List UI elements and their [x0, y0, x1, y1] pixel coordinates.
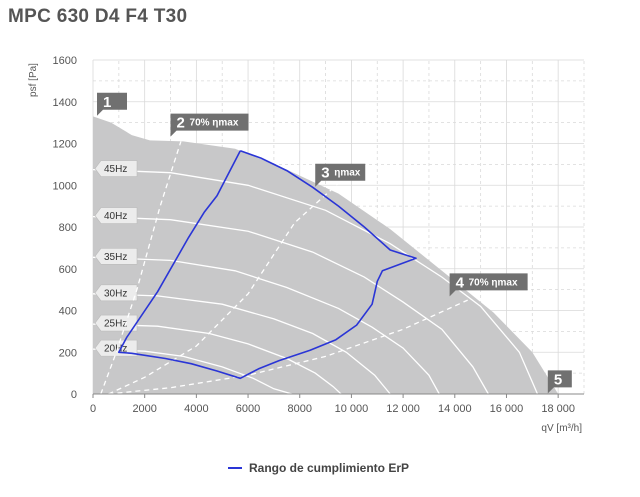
- marker-number: 3: [321, 165, 329, 182]
- x-tick-label: 0: [90, 403, 96, 415]
- speed-label-30hz: 30Hz: [94, 284, 138, 302]
- x-tick-label: 4000: [184, 403, 208, 415]
- speed-curve-20hz: [92, 348, 293, 395]
- x-tick-label: 12 000: [386, 403, 420, 415]
- speed-curve-45hz: [92, 168, 539, 395]
- speed-label-text: 40Hz: [104, 211, 127, 222]
- speed-curves-layer: 45Hz 40Hz 35Hz 30Hz 25Hz 20Hz: [92, 160, 539, 395]
- efficiency-line-4: [108, 299, 468, 395]
- marker-box: [170, 113, 249, 137]
- y-tick-label: 800: [59, 222, 77, 234]
- chart-title: MPC 630 D4 F4 T30: [8, 6, 188, 27]
- erp-range-line: [118, 150, 417, 380]
- marker-box: [547, 370, 572, 394]
- speed-curve-35hz: [92, 256, 440, 395]
- y-axis-label: psf [Pa]: [28, 63, 39, 97]
- efficiency-lines-layer: [100, 141, 468, 395]
- speed-label-tag: [94, 247, 138, 265]
- marker-label: 70% ηmax: [190, 118, 239, 129]
- marker-4: 4 70% ηmax: [449, 273, 528, 297]
- operating-envelope: [93, 116, 559, 395]
- marker-label: ηmax: [334, 168, 361, 179]
- marker-1: 1: [97, 92, 127, 116]
- marker-number: 5: [554, 371, 562, 388]
- markers-layer: 1 2 70% ηmax 3 ηmax 4 70% ηmax 5: [97, 92, 572, 394]
- speed-curve-25hz: [92, 323, 342, 395]
- envelope-layer: [93, 116, 559, 395]
- marker-number: 4: [456, 274, 465, 291]
- speed-label-text: 20Hz: [104, 344, 127, 355]
- y-tick-label: 600: [59, 264, 77, 276]
- marker-number: 2: [177, 115, 185, 132]
- marker-5: 5: [547, 370, 572, 394]
- y-tick-label: 200: [59, 347, 77, 359]
- efficiency-line-3: [108, 182, 339, 395]
- marker-number: 1: [103, 94, 111, 111]
- speed-label-tag: [94, 284, 138, 302]
- marker-label: 70% ηmax: [469, 277, 518, 288]
- speed-label-text: 45Hz: [104, 164, 127, 175]
- x-tick-label: 6000: [236, 403, 260, 415]
- legend: Rango de cumplimiento ErP: [228, 461, 409, 475]
- erp-range-layer: [118, 150, 417, 380]
- efficiency-line-2: [100, 141, 182, 395]
- speed-label-text: 30Hz: [104, 288, 127, 299]
- legend-label: Rango de cumplimiento ErP: [249, 461, 409, 475]
- y-tick-label: 0: [71, 389, 77, 401]
- marker-box: [97, 92, 127, 116]
- speed-label-35hz: 35Hz: [94, 247, 138, 265]
- marker-3: 3 ηmax: [315, 163, 366, 187]
- x-tick-label: 16 000: [490, 403, 524, 415]
- speed-label-45hz: 45Hz: [94, 160, 138, 177]
- speed-label-25hz: 25Hz: [94, 314, 138, 332]
- axis-layer: 0 2000 4000 6000 8000 10 000 12 000 14 000 16 00…: [28, 55, 584, 434]
- y-tick-label: 400: [59, 306, 77, 318]
- y-tick-label: 1000: [53, 180, 77, 192]
- speed-label-text: 35Hz: [104, 252, 127, 263]
- speed-curve-30hz: [92, 293, 391, 395]
- y-tick-label: 1200: [53, 139, 77, 151]
- x-tick-label: 10 000: [335, 403, 369, 415]
- speed-label-tag: [94, 207, 138, 224]
- marker-box: [315, 163, 366, 187]
- marker-box: [449, 273, 528, 297]
- y-tick-label: 1600: [53, 55, 77, 67]
- x-axis-label: qV [m³/h]: [541, 423, 582, 434]
- x-tick-label: 8000: [287, 403, 311, 415]
- x-tick-label: 18 000: [541, 403, 575, 415]
- y-tick-label: 1400: [53, 97, 77, 109]
- marker-2: 2 70% ηmax: [170, 113, 249, 137]
- x-tick-label: 14 000: [438, 403, 472, 415]
- speed-label-tag: [94, 160, 138, 177]
- x-tick-label: 2000: [132, 403, 156, 415]
- speed-label-40hz: 40Hz: [94, 207, 138, 224]
- speed-label-text: 25Hz: [104, 319, 127, 330]
